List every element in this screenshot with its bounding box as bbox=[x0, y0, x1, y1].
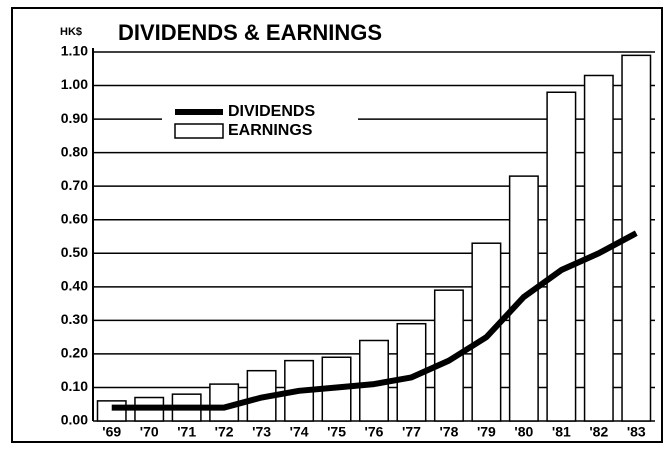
y-tick-label: 0.90 bbox=[61, 110, 88, 126]
x-tick-label: '83 bbox=[627, 424, 646, 440]
y-tick-label: 1.10 bbox=[61, 43, 88, 59]
y-tick-label: 0.70 bbox=[61, 177, 88, 193]
legend-swatch bbox=[174, 123, 224, 139]
frame bbox=[11, 7, 663, 443]
y-tick-label: 0.30 bbox=[61, 311, 88, 327]
x-tick-label: '73 bbox=[252, 424, 271, 440]
legend-label: EARNINGS bbox=[228, 122, 313, 139]
x-tick-label: '82 bbox=[589, 424, 608, 440]
x-tick-label: '81 bbox=[552, 424, 571, 440]
y-axis-label: HK$ bbox=[60, 26, 82, 38]
x-tick-label: '80 bbox=[514, 424, 533, 440]
y-tick-label: 0.80 bbox=[61, 143, 88, 159]
y-tick-label: 0.10 bbox=[61, 378, 88, 394]
x-tick-label: '75 bbox=[327, 424, 346, 440]
y-tick-label: 0.60 bbox=[61, 210, 88, 226]
x-tick-label: '77 bbox=[402, 424, 421, 440]
y-tick-label: 0.50 bbox=[61, 244, 88, 260]
bar bbox=[471, 242, 502, 422]
x-tick-label: '78 bbox=[439, 424, 458, 440]
legend-swatch bbox=[175, 109, 223, 115]
y-tick-label: 0.20 bbox=[61, 345, 88, 361]
y-tick-label: 1.00 bbox=[61, 76, 88, 92]
x-tick-label: '72 bbox=[215, 424, 234, 440]
x-tick-label: '69 bbox=[102, 424, 121, 440]
y-tick-label: 0.00 bbox=[61, 412, 88, 428]
bar bbox=[359, 339, 389, 422]
y-tick-label: 0.40 bbox=[61, 278, 88, 294]
bar bbox=[546, 91, 577, 422]
x-tick-label: '76 bbox=[365, 424, 384, 440]
chart-title: DIVIDENDS & EARNINGS bbox=[118, 20, 382, 45]
x-tick-label: '79 bbox=[477, 424, 496, 440]
bar bbox=[96, 400, 127, 422]
x-tick-label: '71 bbox=[177, 424, 196, 440]
legend-label: DIVIDENDS bbox=[228, 103, 315, 120]
line bbox=[111, 230, 638, 411]
x-tick-label: '70 bbox=[140, 424, 159, 440]
x-tick-label: '74 bbox=[290, 424, 309, 440]
